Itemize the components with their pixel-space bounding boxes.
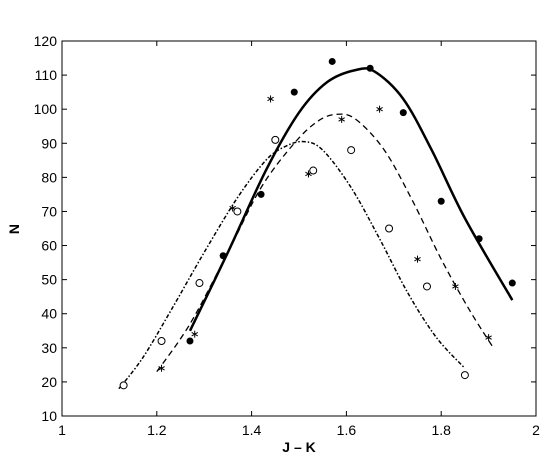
y-tick-label: 10	[41, 408, 57, 424]
marker-filled-circle	[437, 197, 445, 205]
axis-ticks: 1 1.2 1.4 1.6 1.8 2 10 20 30 40 50 60 70 80 90 100 110 12…	[34, 33, 540, 438]
marker-asterisk	[376, 105, 383, 113]
y-tick-label: 80	[41, 169, 57, 185]
x-tick-label: 1.4	[242, 422, 262, 438]
y-tick-label: 70	[41, 203, 57, 219]
marker-filled-circle	[475, 235, 483, 243]
marker-open-circle	[309, 166, 318, 175]
y-tick-label: 90	[41, 135, 57, 151]
marker-open-circle	[157, 337, 166, 345]
marker-filled-circle	[290, 88, 298, 96]
marker-filled-circle	[328, 57, 336, 65]
fitted-curves	[118, 67, 514, 390]
marker-open-circle	[460, 371, 469, 380]
marker-asterisk	[191, 330, 199, 338]
marker-filled-circle	[366, 64, 374, 72]
marker-open-circle	[271, 135, 280, 144]
y-tick-label: 50	[41, 272, 57, 288]
marker-open-circle	[195, 279, 204, 288]
y-tick-label: 110	[35, 67, 58, 83]
x-tick-label: 1.2	[147, 422, 167, 438]
y-tick-label: 20	[41, 374, 57, 390]
marker-asterisk	[267, 95, 274, 103]
y-tick-label: 100	[34, 101, 58, 117]
marker-asterisk	[338, 115, 345, 123]
y-axis-label: N	[6, 224, 22, 234]
y-tick-label: 40	[41, 306, 57, 322]
curve-solid	[188, 67, 514, 332]
marker-asterisk	[452, 282, 459, 290]
x-tick-label: 1.8	[431, 422, 451, 438]
marker-asterisk	[485, 334, 492, 342]
marker-asterisk	[414, 255, 421, 263]
data-markers	[119, 57, 516, 390]
marker-open-circle	[422, 282, 431, 291]
marker-filled-circle	[219, 252, 227, 260]
y-tick-label: 30	[41, 340, 57, 356]
curve-dash-dot	[118, 140, 466, 390]
x-tick-label: 1	[58, 422, 66, 438]
marker-filled-circle	[508, 279, 516, 287]
x-axis-label: J – K	[282, 439, 315, 455]
curve-dashed	[156, 113, 494, 373]
plot-area	[61, 40, 537, 417]
marker-open-circle	[233, 207, 242, 216]
x-tick-label: 2	[532, 422, 540, 438]
y-tick-label: 60	[41, 238, 57, 254]
marker-filled-circle	[186, 337, 194, 345]
marker-open-circle	[347, 146, 356, 155]
x-tick-label: 1.6	[337, 422, 357, 438]
marker-asterisk	[158, 364, 165, 372]
y-tick-label: 120	[34, 33, 58, 49]
marker-open-circle	[385, 224, 394, 233]
marker-filled-circle	[399, 109, 407, 117]
marker-open-circle	[119, 381, 128, 390]
marker-filled-circle	[257, 190, 265, 198]
